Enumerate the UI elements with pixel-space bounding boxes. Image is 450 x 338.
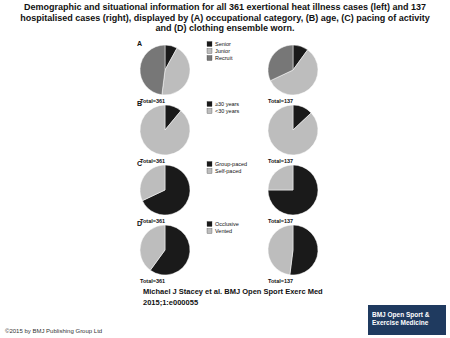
pie-slice — [290, 225, 318, 275]
panel-letter: B — [137, 100, 142, 107]
pie-slice — [162, 48, 190, 95]
slide: Demographic and situational information … — [0, 0, 450, 338]
legend-label: Vented — [215, 228, 232, 234]
pie — [268, 225, 318, 275]
panel: CTotal=361Total=137Group-pacedSelf-paced — [137, 160, 318, 224]
total-label: Total=137 — [268, 278, 293, 284]
legend-swatch — [207, 169, 212, 174]
pie-slice — [140, 105, 190, 155]
pie — [268, 165, 318, 215]
pie-slice — [268, 105, 318, 155]
text-line: Exercise Medicine — [372, 319, 429, 326]
text-line: Demographic and situational information … — [24, 2, 426, 12]
legend-swatch — [207, 56, 212, 61]
pie-slice — [268, 165, 293, 190]
panel: A Total=361 Total=137 SeniorJuniorRecruit — [137, 40, 318, 104]
total-label: Total=361 — [140, 158, 165, 164]
total-label: Total=361 — [140, 278, 165, 284]
legend-swatch — [207, 102, 212, 107]
pie-slice — [268, 225, 293, 275]
panel-letter: D — [137, 220, 142, 227]
panel: BTotal=361Total=137≥30 years<30 years — [137, 100, 318, 164]
panel-letter: A — [137, 40, 142, 47]
pie — [140, 225, 190, 275]
legend-swatch — [207, 42, 212, 47]
pie — [140, 105, 190, 155]
legend-label: Occlusive — [215, 221, 239, 227]
legend-swatch — [207, 222, 212, 227]
legend-label: Self-paced — [215, 168, 241, 174]
pie-slice — [140, 225, 165, 270]
text-line: Michael J Stacey et al. BMJ Open Sport E… — [143, 287, 323, 296]
text-line: and (D) clothing ensemble worn. — [155, 23, 294, 33]
pie-slice — [140, 165, 165, 201]
legend-label: ≥30 years — [215, 101, 239, 107]
pie-slice — [268, 165, 318, 215]
pie — [140, 45, 190, 95]
text-line: BMJ Open Sport & — [372, 311, 430, 319]
legend-swatch — [207, 109, 212, 114]
pie — [140, 165, 190, 215]
title: Demographic and situational information … — [20, 2, 429, 33]
total-label: Total=361 — [140, 98, 165, 104]
text-line: 2015;1:e000055 — [143, 298, 198, 307]
logo-box — [368, 305, 446, 335]
total-label: Total=361 — [140, 218, 165, 224]
logo: BMJ Open Sport &Exercise Medicine — [372, 311, 430, 326]
text-line: hospitalised cases (right), displayed by… — [20, 13, 429, 23]
citation: Michael J Stacey et al. BMJ Open Sport E… — [143, 287, 323, 307]
copyright: ©2015 by BMJ Publishing Group Ltd — [5, 328, 102, 334]
pie-slice — [268, 45, 293, 81]
panel-letter: C — [137, 160, 142, 167]
legend-swatch — [207, 229, 212, 234]
legend-label: Senior — [215, 41, 231, 47]
total-label: Total=137 — [268, 98, 293, 104]
legend-label: Group-paced — [215, 161, 247, 167]
pie — [268, 105, 318, 155]
pie — [268, 45, 318, 95]
legend-label: Junior — [215, 48, 230, 54]
total-label: Total=137 — [268, 218, 293, 224]
legend-label: Recruit — [215, 55, 233, 61]
panel: DTotal=361Total=137OcclusiveVented — [137, 220, 318, 284]
legend-swatch — [207, 162, 212, 167]
legend-swatch — [207, 49, 212, 54]
pie-slice — [140, 45, 165, 95]
total-label: Total=137 — [268, 158, 293, 164]
legend-label: <30 years — [215, 108, 240, 114]
